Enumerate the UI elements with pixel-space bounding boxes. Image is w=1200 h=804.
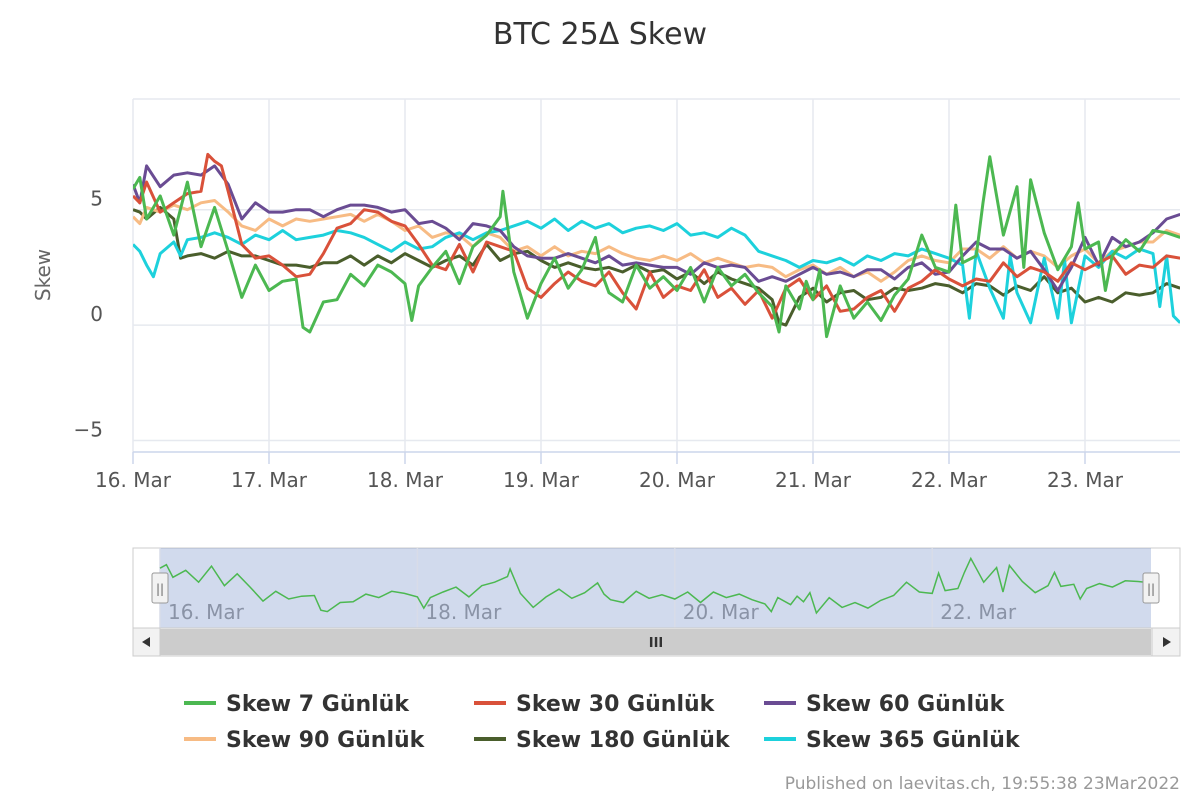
legend-label: Skew 60 Günlük [806,692,1006,717]
legend-label: Skew 30 Günlük [516,692,716,717]
navigator-handle-left[interactable] [151,572,169,604]
legend: Skew 7 Günlük Skew 30 Günlük Skew 60 Günlü… [184,692,1021,753]
x-tick-label: 18. Mar [367,468,444,492]
y-tick-label: 5 [90,187,103,211]
x-tick-label: 22. Mar [911,468,988,492]
legend-item[interactable]: Skew 180 Günlük [474,728,731,753]
x-tick-label: 21. Mar [775,468,852,492]
y-tick-label: 0 [90,302,103,326]
legend-label: Skew 180 Günlük [516,728,731,753]
navigator-handle-grip: || [156,582,164,596]
legend-item[interactable]: Skew 30 Günlük [474,692,716,717]
navigator-label: 16. Mar [168,600,245,624]
series-line-skew-90-g-nl-k [133,199,1180,283]
legend-item[interactable]: Skew 90 Günlük [184,728,426,753]
x-tick-label: 20. Mar [639,468,716,492]
tick-layer: 5 0 −5 16. Mar 17. Mar 18. Mar 19. Mar 20. Mar 2… [74,187,1180,492]
series-line-skew-7-g-nl-k [133,155,1180,339]
navigator-handle-right[interactable] [1142,572,1160,604]
series-layer [133,152,1180,339]
navigator-outline [132,547,1181,629]
grid-layer [132,98,1180,452]
x-tick-label: 23. Mar [1047,468,1124,492]
navigator[interactable]: 16. Mar 18. Mar 20. Mar 22. Mar || || III [132,547,1181,657]
scrollbar-thumb[interactable] [160,629,1151,655]
y-axis-label: Skew [31,249,55,301]
navigator-label: 20. Mar [683,600,760,624]
legend-item[interactable]: Skew 60 Günlük [764,692,1006,717]
scrollbar-grip-icon: III [649,636,664,651]
x-tick-label: 19. Mar [503,468,580,492]
navigator-handle-grip: || [1147,582,1155,596]
navigator-selection[interactable] [160,548,1151,628]
chart-title: BTC 25Δ Skew [493,17,707,52]
navigator-label: 18. Mar [425,600,502,624]
legend-label: Skew 90 Günlük [226,728,426,753]
series-line-skew-365-g-nl-k [133,217,1180,325]
scroll-left-arrow-icon[interactable] [142,637,150,647]
y-tick-label: −5 [74,417,103,441]
legend-label: Skew 7 Günlük [226,692,410,717]
scrollbar-right-button[interactable] [1151,627,1181,657]
series-line-skew-30-g-nl-k [133,152,1180,320]
credit-text[interactable]: Published on laevitas.ch, 19:55:38 23Mar… [785,774,1180,794]
x-tick-label: 17. Mar [231,468,308,492]
legend-item[interactable]: Skew 7 Günlük [184,692,410,717]
series-line-skew-60-g-nl-k [133,164,1180,292]
legend-label: Skew 365 Günlük [806,728,1021,753]
navigator-series-line [159,556,1152,615]
legend-item[interactable]: Skew 365 Günlük [764,728,1021,753]
scroll-right-arrow-icon[interactable] [1163,637,1171,647]
x-tick-label: 16. Mar [95,468,172,492]
navigator-label: 22. Mar [940,600,1017,624]
